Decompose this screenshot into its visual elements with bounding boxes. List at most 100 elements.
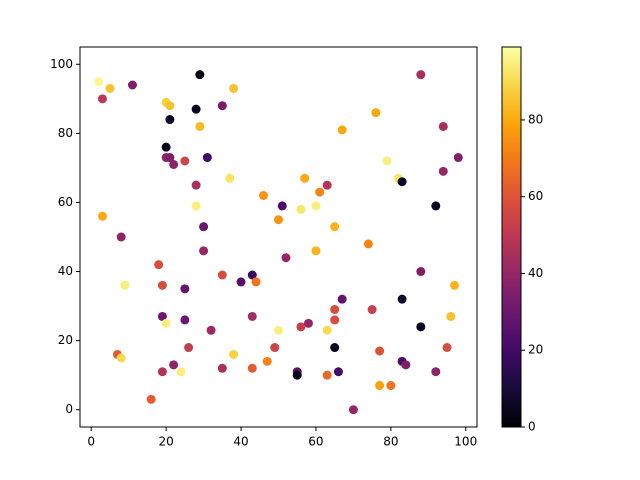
- point: [438, 121, 448, 131]
- point: [146, 394, 156, 404]
- point: [270, 343, 280, 353]
- point: [296, 204, 306, 214]
- point: [225, 173, 235, 183]
- colorbar-tick-label: 60: [528, 189, 543, 203]
- y-tick-label: 80: [58, 126, 73, 140]
- point: [180, 315, 190, 325]
- point: [397, 177, 407, 187]
- point: [311, 201, 321, 211]
- point: [229, 349, 239, 359]
- point: [169, 159, 179, 169]
- point: [165, 101, 175, 111]
- point: [247, 311, 257, 321]
- point: [116, 353, 126, 363]
- point: [236, 277, 246, 287]
- point: [315, 187, 325, 197]
- point: [330, 315, 340, 325]
- point: [191, 201, 201, 211]
- point: [247, 363, 257, 373]
- point: [247, 270, 257, 280]
- point: [277, 201, 287, 211]
- point: [157, 367, 167, 377]
- point: [322, 370, 332, 380]
- x-tick-label: 20: [159, 435, 174, 449]
- point: [195, 70, 205, 80]
- point: [116, 232, 126, 242]
- x-tick-label: 40: [233, 435, 248, 449]
- point: [375, 346, 385, 356]
- x-tick-label: 100: [454, 435, 477, 449]
- point: [199, 246, 209, 256]
- point: [206, 325, 216, 335]
- x-tick-label: 80: [383, 435, 398, 449]
- plot-frame: [79, 46, 478, 428]
- point: [382, 156, 392, 166]
- point: [330, 222, 340, 232]
- point: [367, 305, 377, 315]
- point: [165, 153, 175, 163]
- point: [322, 325, 332, 335]
- point: [217, 101, 227, 111]
- point: [416, 322, 426, 332]
- point: [199, 222, 209, 232]
- point: [296, 322, 306, 332]
- point: [337, 294, 347, 304]
- y-tick-label: 60: [58, 195, 73, 209]
- point: [450, 280, 460, 290]
- point: [274, 215, 283, 225]
- x-tick-label: 0: [87, 435, 95, 449]
- point: [229, 83, 239, 93]
- point: [202, 153, 212, 163]
- point: [195, 121, 205, 131]
- point: [259, 191, 269, 201]
- point: [322, 180, 332, 190]
- point: [401, 360, 411, 370]
- colorbar-tick-label: 20: [528, 343, 543, 357]
- point: [397, 294, 407, 304]
- point: [281, 253, 291, 263]
- point: [127, 80, 137, 90]
- point: [180, 284, 190, 294]
- point: [386, 381, 396, 391]
- x-tick-label: 60: [308, 435, 323, 449]
- point: [337, 125, 347, 135]
- point: [446, 311, 456, 321]
- point: [120, 280, 130, 290]
- point: [184, 343, 194, 353]
- point: [262, 356, 272, 366]
- colorbar: [501, 46, 522, 428]
- point: [180, 156, 190, 166]
- y-tick-label: 40: [58, 264, 73, 278]
- point: [157, 280, 167, 290]
- point: [161, 142, 171, 152]
- point: [311, 246, 321, 256]
- y-tick-label: 20: [58, 333, 73, 347]
- point: [453, 153, 463, 163]
- point: [303, 318, 313, 328]
- point: [348, 405, 358, 415]
- point: [375, 381, 385, 391]
- colorbar-tick-label: 80: [528, 112, 543, 126]
- point: [274, 325, 283, 335]
- point: [105, 83, 115, 93]
- point: [431, 367, 441, 377]
- point: [191, 180, 201, 190]
- point: [442, 343, 452, 353]
- point: [292, 370, 302, 380]
- point: [161, 318, 171, 328]
- point: [333, 367, 343, 377]
- point: [431, 201, 441, 211]
- point: [217, 270, 227, 280]
- y-tick-label: 100: [50, 57, 73, 71]
- point: [330, 343, 340, 353]
- point: [251, 277, 261, 287]
- point: [169, 360, 179, 370]
- point: [165, 115, 175, 125]
- point: [154, 260, 164, 270]
- point: [416, 267, 426, 277]
- point: [371, 108, 381, 118]
- colorbar-tick-label: 40: [528, 266, 543, 280]
- point: [191, 104, 201, 114]
- point: [94, 77, 104, 87]
- colorbar-tick-label: 0: [528, 420, 536, 434]
